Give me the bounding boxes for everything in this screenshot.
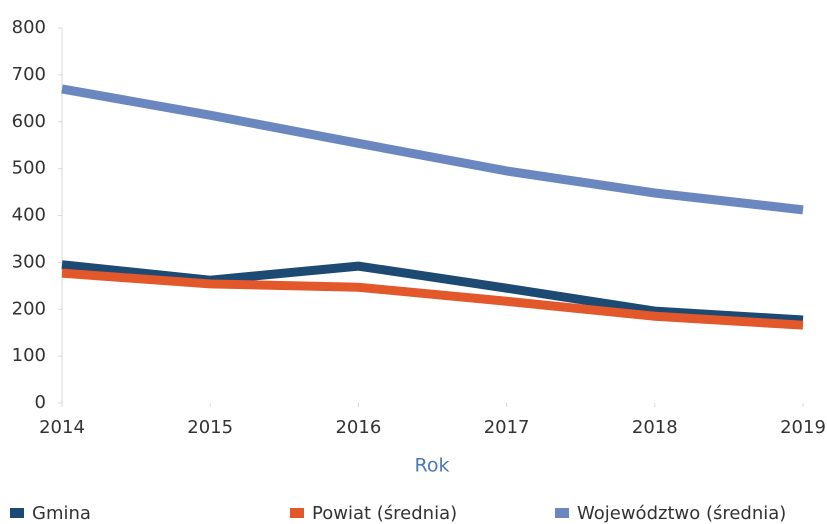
legend-label: Powiat (średnia)	[312, 503, 457, 524]
y-tick-label: 400	[12, 205, 46, 226]
x-tick-label: 2018	[632, 417, 678, 438]
legend-label: Gmina	[32, 503, 91, 524]
x-tick-label: 2015	[187, 417, 233, 438]
x-axis-title: Rok	[415, 455, 450, 477]
y-tick-label: 200	[12, 298, 46, 319]
y-tick-label: 600	[12, 111, 46, 132]
legend-label: Województwo (średnia)	[577, 503, 786, 524]
x-tick-label: 2019	[780, 417, 826, 438]
legend-swatch	[555, 508, 569, 518]
y-tick-label: 0	[35, 392, 46, 413]
line-series	[61, 260, 804, 325]
x-tick-label: 2016	[335, 417, 381, 438]
y-tick-label: 500	[12, 158, 46, 179]
x-tick-label: 2017	[484, 417, 530, 438]
y-tick-label: 700	[12, 64, 46, 85]
y-tick-label: 100	[12, 345, 46, 366]
legend-swatch	[10, 508, 24, 518]
line-series	[61, 84, 804, 215]
y-tick-label: 800	[12, 17, 46, 38]
legend-swatch	[290, 508, 304, 518]
line-series	[61, 268, 804, 330]
x-tick-label: 2014	[39, 417, 85, 438]
y-tick-label: 300	[12, 251, 46, 272]
